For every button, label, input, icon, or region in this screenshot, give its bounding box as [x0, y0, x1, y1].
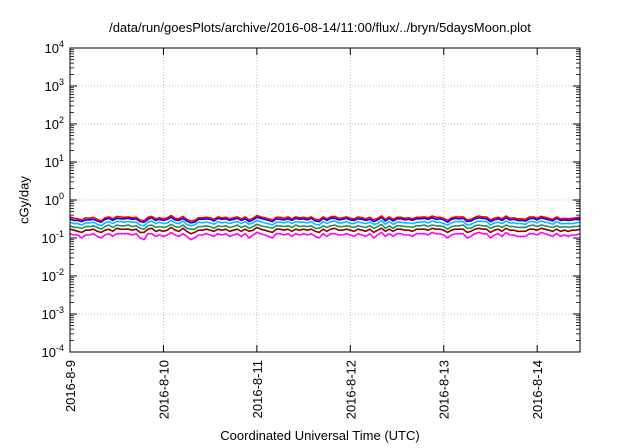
x-tick-label: 2016-8-14	[530, 360, 545, 419]
y-tick-label: 101	[45, 153, 64, 170]
y-tick-label: 103	[45, 77, 64, 94]
y-axis-label-text: cGy/day	[16, 176, 32, 224]
x-tick-label: 2016-8-9	[63, 360, 78, 412]
y-tick-label: 10-4	[42, 343, 64, 360]
series-line	[69, 226, 581, 235]
series-line	[69, 214, 581, 222]
y-tick-label: 100	[45, 191, 64, 208]
x-tick-label: 2016-8-13	[437, 360, 452, 419]
x-axis-label: Coordinated Universal Time (UTC)	[220, 428, 420, 443]
plot-frame	[69, 47, 581, 353]
y-tick-label: 10-3	[42, 305, 64, 322]
x-tick-label: 2016-8-11	[250, 360, 265, 418]
series-line	[69, 231, 581, 241]
series-line	[69, 216, 581, 224]
series-line	[69, 219, 581, 227]
y-tick-label: 10-1	[42, 229, 64, 246]
series-line	[69, 223, 581, 230]
y-tick-label: 10-2	[42, 267, 64, 284]
x-tick-label: 2016-8-10	[156, 360, 171, 419]
y-tick-label: 104	[45, 39, 64, 56]
x-tick-label: 2016-8-12	[343, 360, 358, 419]
chart-title: /data/run/goesPlots/archive/2016-08-14/1…	[109, 20, 531, 35]
y-tick-label: 102	[45, 115, 64, 132]
